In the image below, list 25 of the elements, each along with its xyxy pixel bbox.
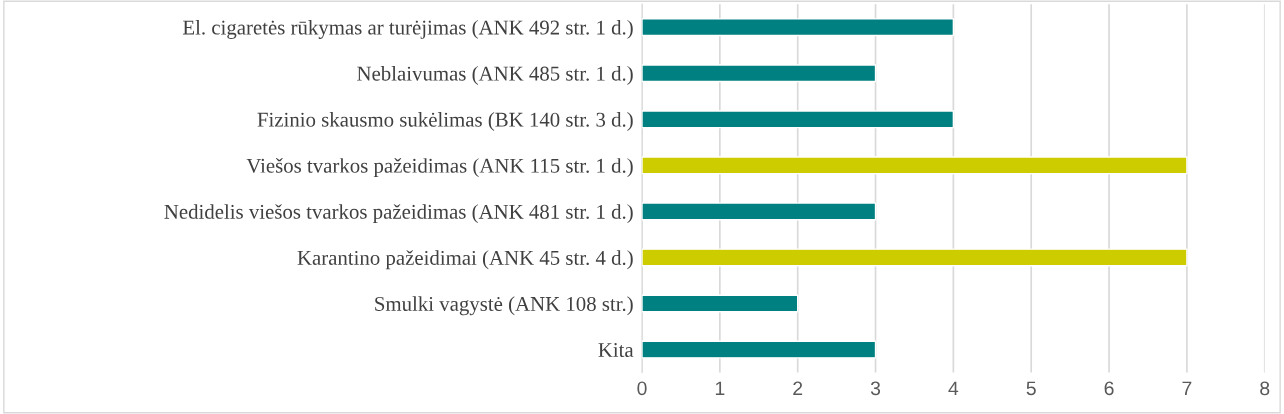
bar bbox=[642, 340, 877, 359]
x-tick-label: 8 bbox=[1260, 381, 1270, 396]
y-tick-label: Karantino pažeidimai (ANK 45 str. 4 d.) bbox=[297, 250, 633, 270]
y-tick-label: Fizinio skausmo sukėlimas (BK 140 str. 3 d.) bbox=[257, 112, 633, 131]
y-tick-label: Nedidelis viešos tvarkos pažeidimas (ANK 481 str. 1 d.) bbox=[164, 204, 633, 224]
x-tick-label: 0 bbox=[637, 381, 647, 396]
bar bbox=[642, 156, 1188, 175]
x-tick-label: 6 bbox=[1104, 381, 1114, 396]
y-tick-label: El. cigaretės rūkymas ar turėjimas (ANK 492 str. 1 d.) bbox=[182, 19, 633, 39]
bar bbox=[642, 202, 877, 221]
x-tick-label: 1 bbox=[715, 381, 725, 396]
x-tick-label: 3 bbox=[870, 381, 881, 396]
x-tick-label: 5 bbox=[1026, 381, 1036, 396]
y-tick-label: Kita bbox=[598, 343, 634, 357]
x-tick-label: 4 bbox=[948, 381, 959, 396]
y-tick-label: Viešos tvarkos pažeidimas (ANK 115 str. 1 d.) bbox=[246, 158, 633, 178]
y-tick-label: Smulki vagystė (ANK 108 str.) bbox=[375, 296, 633, 316]
y-tick-label: Neblaivumas (ANK 485 str. 1 d.) bbox=[357, 66, 633, 85]
bar bbox=[642, 64, 877, 83]
bar bbox=[642, 248, 1188, 267]
bar bbox=[642, 294, 799, 313]
x-tick-label: 7 bbox=[1182, 381, 1192, 396]
bar bbox=[642, 110, 955, 129]
bar bbox=[642, 18, 955, 37]
x-tick-label: 2 bbox=[793, 381, 803, 396]
